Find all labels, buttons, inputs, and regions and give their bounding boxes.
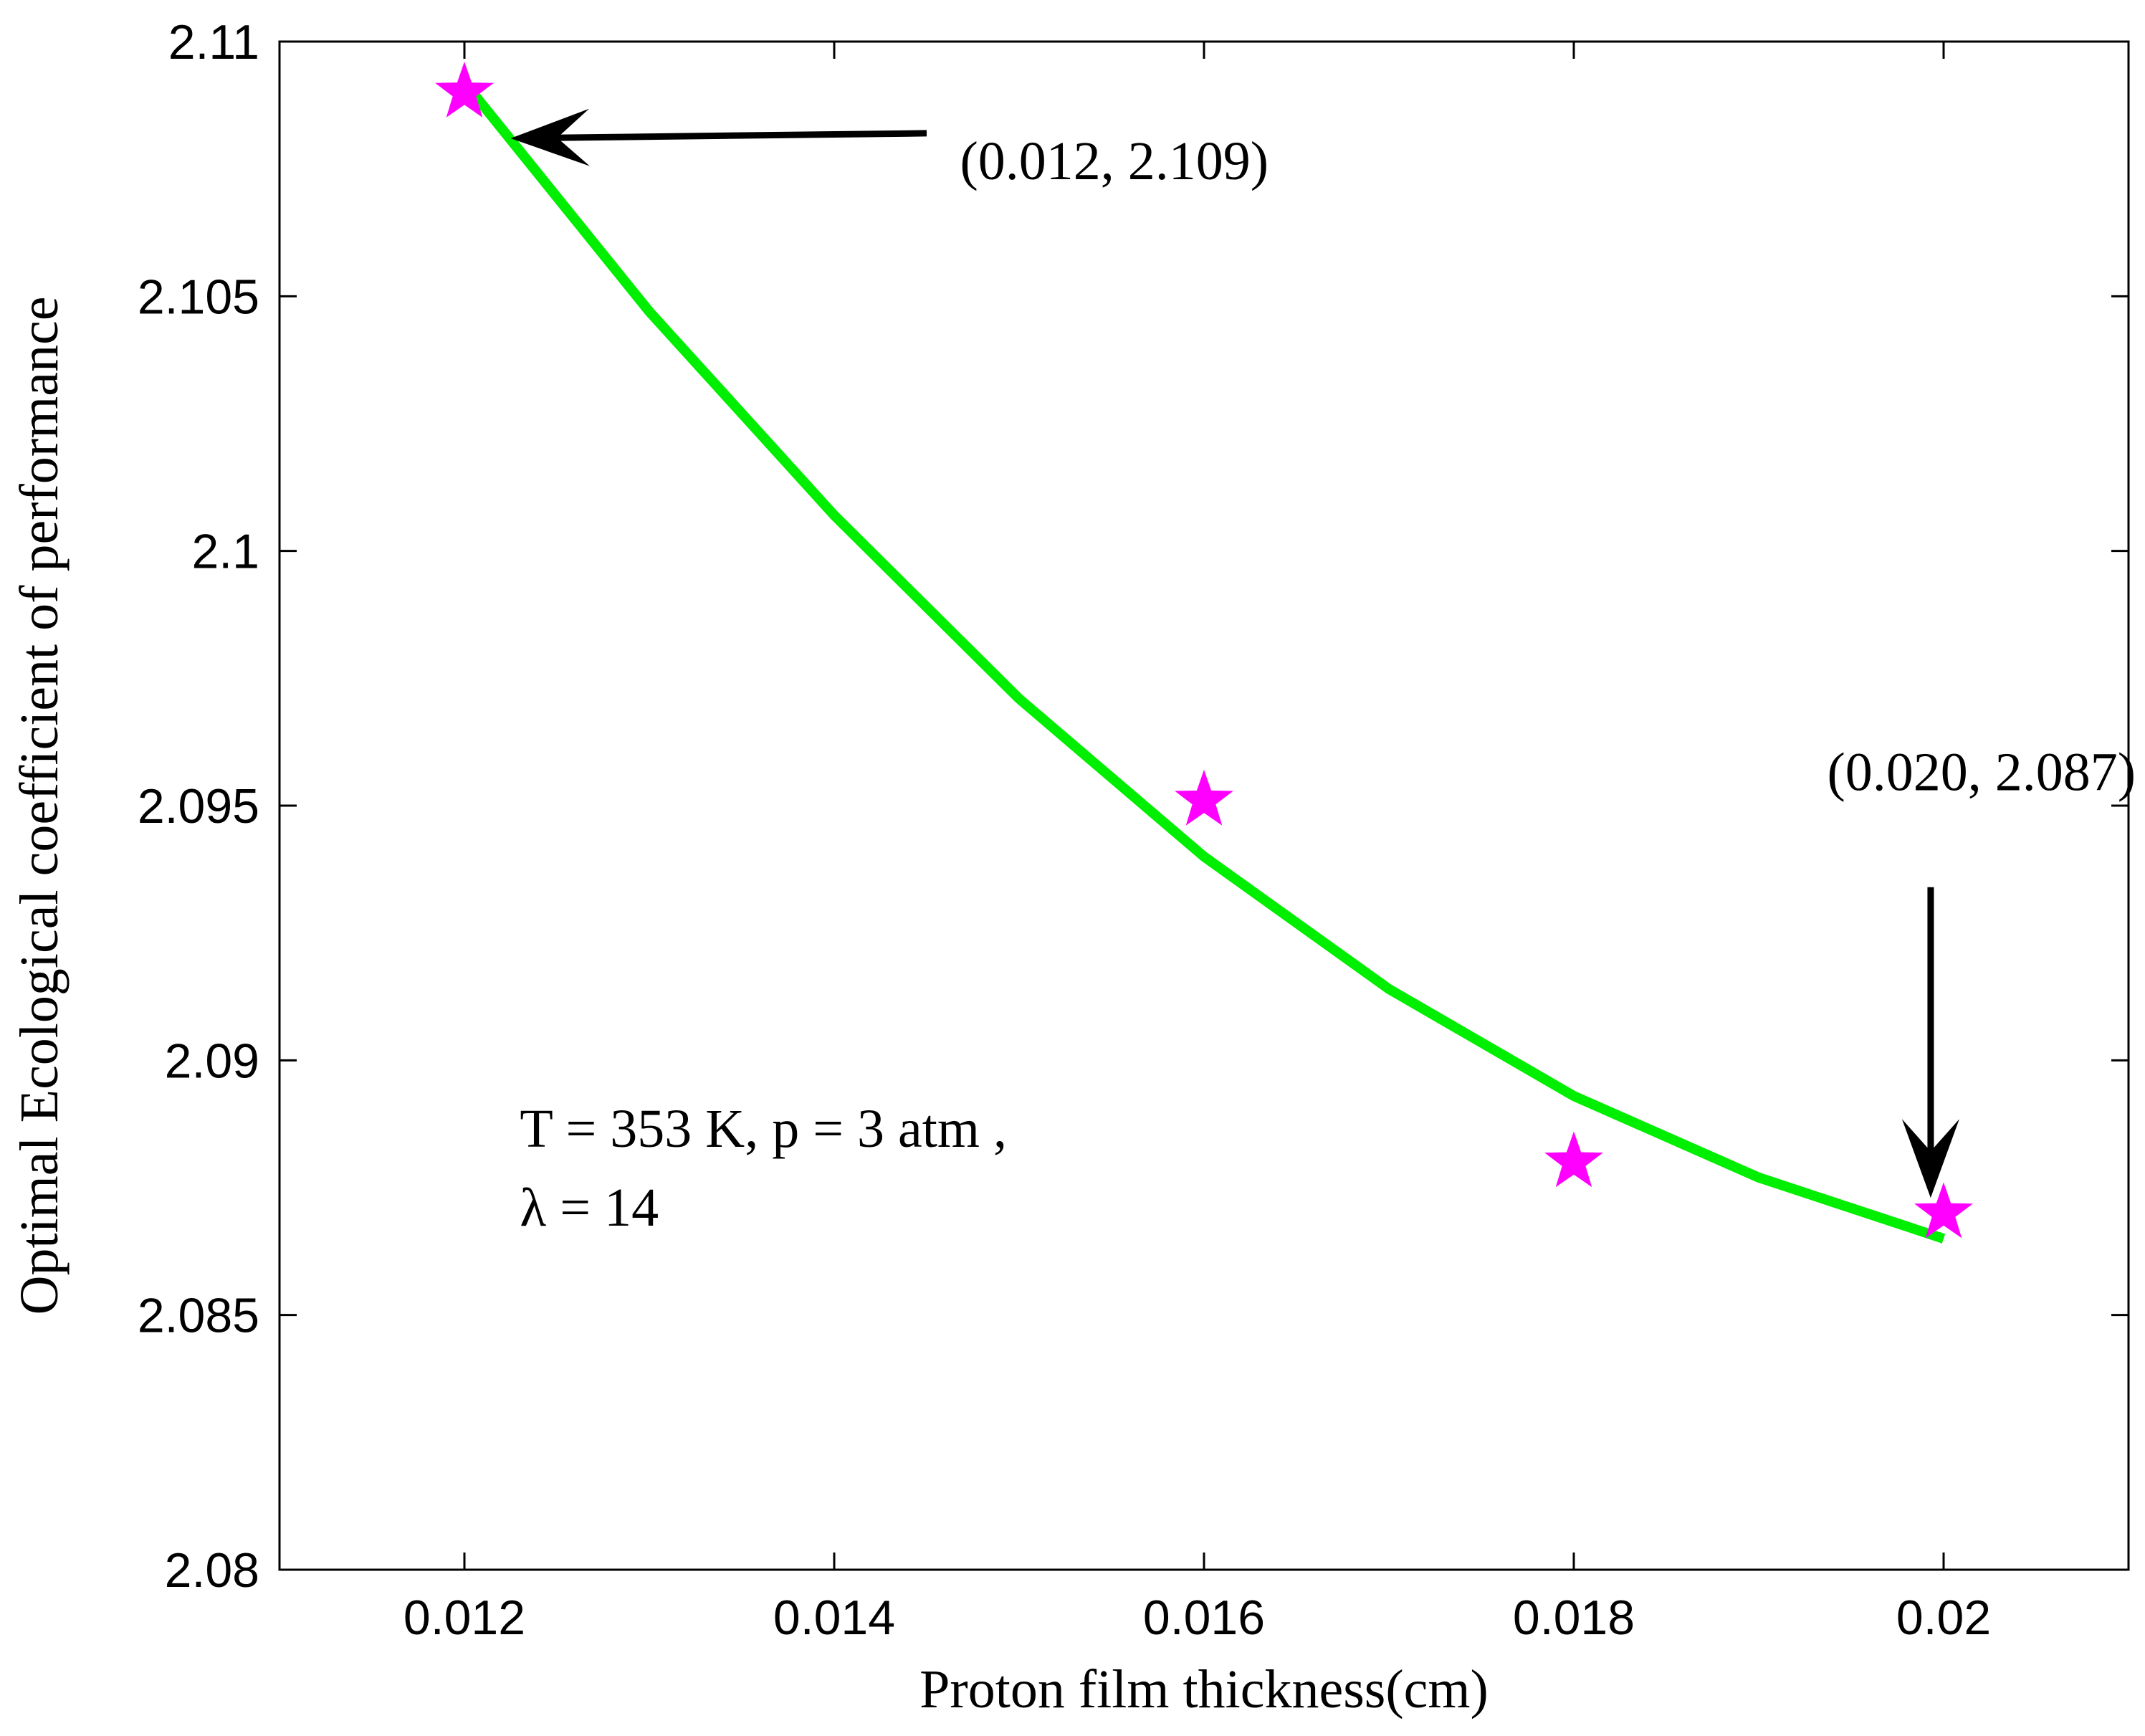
data-point-star	[435, 62, 494, 118]
series-line	[460, 79, 1946, 1244]
data-point-star	[1175, 769, 1233, 826]
x-tick-label: 0.018	[1513, 1590, 1635, 1645]
y-tick-label: 2.09	[165, 1034, 259, 1088]
x-tick-label: 0.02	[1896, 1590, 1991, 1645]
series-layer	[460, 79, 1946, 1244]
y-tick-label: 2.08	[165, 1543, 259, 1598]
y-tick-label: 2.1	[191, 525, 259, 579]
axis-ticks	[280, 40, 2129, 1571]
conditions-line-1: T = 353 K, p = 3 atm ,	[520, 1099, 1007, 1159]
marker-layer	[435, 62, 1973, 1239]
x-tick-labels: 0.012 0.014 0.016 0.018 0.02	[403, 1590, 1991, 1645]
data-point-star	[1544, 1131, 1603, 1188]
y-tick-label: 2.095	[138, 779, 259, 834]
y-tick-label: 2.085	[138, 1289, 259, 1343]
annotation-label: (0.020, 2.087)	[1827, 743, 2136, 803]
x-tick-label: 0.014	[773, 1590, 895, 1645]
annotation-arrow-head	[510, 108, 590, 166]
annotation-arrow-shaft	[543, 130, 927, 141]
x-axis-label: Proton film thickness(cm)	[919, 1659, 1489, 1720]
y-tick-label: 2.11	[168, 15, 259, 70]
y-axis-label: Optimal Ecological coefficient of perfor…	[9, 297, 70, 1315]
x-tick-label: 0.016	[1143, 1590, 1265, 1645]
y-tick-label: 2.105	[138, 270, 259, 324]
data-point-star	[1914, 1182, 1973, 1239]
conditions-line-2: λ = 14	[520, 1178, 659, 1238]
annotation-arrow-head	[1901, 1119, 1959, 1198]
annotation-label: (0.012, 2.109)	[960, 131, 1269, 191]
x-tick-label: 0.012	[403, 1590, 525, 1645]
annotation-layer: (0.012, 2.109) (0.020, 2.087)	[510, 108, 2136, 1198]
y-tick-labels: 2.08 2.085 2.09 2.095 2.1 2.105 2.11	[138, 15, 259, 1598]
